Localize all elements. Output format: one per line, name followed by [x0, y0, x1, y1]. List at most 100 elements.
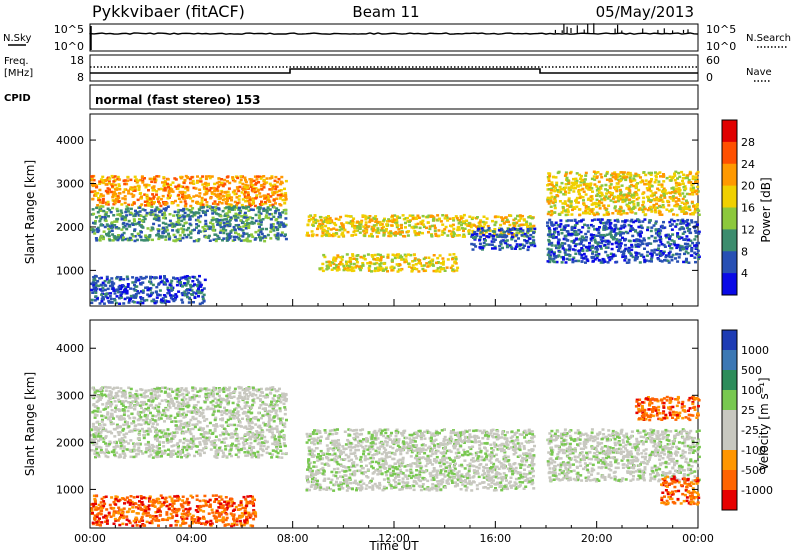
power-echo-cell	[552, 252, 556, 256]
power-echo-cell	[613, 173, 616, 176]
velocity-echo-cell	[119, 447, 123, 450]
velocity-echo-cell	[273, 394, 277, 397]
power-echo-cell	[657, 244, 661, 247]
power-echo-cell	[126, 175, 130, 179]
power-echo-cell	[604, 250, 608, 254]
power-echo-cell	[416, 214, 420, 217]
power-echo-cell	[668, 242, 672, 246]
power-echo-cell	[529, 242, 533, 245]
power-echo-cell	[594, 247, 598, 250]
power-echo-cell	[157, 233, 160, 236]
power-echo-cell	[592, 170, 596, 173]
power-echo-cell	[98, 188, 102, 192]
power-echo-cell	[610, 242, 614, 246]
power-echo-cell	[176, 216, 180, 219]
power-echo-cell	[126, 207, 130, 210]
power-echo-cell	[340, 258, 344, 261]
power-echo-cell	[395, 221, 399, 224]
power-echo-cell	[131, 281, 135, 284]
power-echo-cell	[533, 244, 537, 248]
power-echo-cell	[235, 203, 239, 207]
power-echo-cell	[114, 199, 118, 203]
power-echo-cell	[151, 283, 155, 287]
power-echo-cell	[515, 231, 519, 235]
power-echo-cell	[620, 184, 624, 187]
power-echo-cell	[328, 220, 332, 223]
power-echo-cell	[150, 186, 154, 189]
power-echo-cell	[473, 224, 477, 227]
power-echo-cell	[576, 185, 580, 188]
power-echo-cell	[110, 229, 114, 232]
velocity-echo-cell	[148, 445, 152, 449]
power-echo-cell	[398, 216, 402, 219]
power-echo-cell	[172, 239, 176, 242]
power-echo-cell	[92, 285, 96, 289]
power-echo-cell	[179, 185, 183, 188]
power-echo-cell	[181, 276, 185, 279]
power-echo-cell	[312, 217, 315, 221]
power-echo-cell	[559, 190, 563, 194]
power-echo-cell	[353, 224, 357, 228]
power-echo-cell	[151, 177, 155, 181]
power-echo-cell	[617, 244, 621, 247]
velocity-echo-cell	[100, 392, 104, 395]
power-echo-cell	[132, 194, 136, 197]
power-echo-cell	[189, 204, 193, 208]
power-echo-cell	[254, 219, 258, 223]
power-echo-cell	[215, 187, 219, 191]
power-echo-cell	[374, 267, 377, 270]
power-echo-cell	[516, 214, 519, 218]
power-echo-cell	[592, 175, 596, 178]
velocity-echo-cell	[163, 420, 166, 423]
power-echo-cell	[473, 232, 477, 236]
power-echo-cell	[622, 251, 626, 255]
power-echo-cell	[580, 260, 584, 263]
power-echo-cell	[557, 170, 561, 174]
power-echo-cell	[184, 204, 188, 208]
power-echo-cell	[604, 183, 608, 187]
power-echo-cell	[662, 191, 666, 195]
power-echo-cell	[127, 219, 131, 223]
power-echo-cell	[108, 295, 112, 298]
power-echo-cell	[227, 187, 231, 190]
velocity-echo-cell	[205, 407, 209, 411]
power-echo-cell	[138, 224, 142, 227]
power-echo-cell	[122, 221, 126, 225]
power-echo-cell	[685, 192, 689, 196]
power-echo-cell	[585, 249, 589, 252]
power-echo-cell	[375, 258, 379, 262]
nsky-line	[89, 32, 699, 35]
power-echo-cell	[397, 253, 401, 256]
power-echo-cell	[696, 249, 700, 253]
power-echo-cell	[311, 216, 315, 220]
power-echo-cell	[493, 215, 497, 219]
power-echo-cell	[449, 266, 453, 270]
power-echo-cell	[593, 183, 597, 186]
power-echo-cell	[135, 285, 139, 288]
power-echo-cell	[467, 229, 471, 232]
velocity-echo-cell	[151, 414, 155, 417]
velocity-echo-cell	[256, 396, 260, 400]
power-echo-cell	[363, 258, 367, 261]
power-echo-cell	[634, 186, 638, 189]
power-echo-cell	[168, 186, 172, 190]
power-echo-cell	[324, 233, 328, 236]
power-echo-cell	[268, 182, 272, 186]
power-echo-cell	[478, 239, 482, 242]
power-echo-cell	[192, 182, 196, 185]
power-echo-cell	[606, 220, 610, 224]
velocity-echo-cell	[113, 400, 117, 403]
velocity-echo-cell	[284, 399, 288, 403]
power-echo-cell	[117, 196, 121, 200]
power-echo-cell	[655, 206, 659, 209]
velocity-echo-cell	[147, 447, 151, 450]
power-echo-cell	[612, 253, 615, 256]
power-echo-cell	[185, 289, 189, 292]
power-echo-cell	[245, 196, 249, 199]
power-echo-cell	[327, 260, 331, 263]
power-echo-cell	[636, 255, 639, 259]
power-echo-cell	[572, 190, 576, 193]
power-echo-cell	[573, 224, 577, 227]
power-echo-cell	[616, 232, 620, 235]
power-echo-cell	[168, 213, 172, 216]
